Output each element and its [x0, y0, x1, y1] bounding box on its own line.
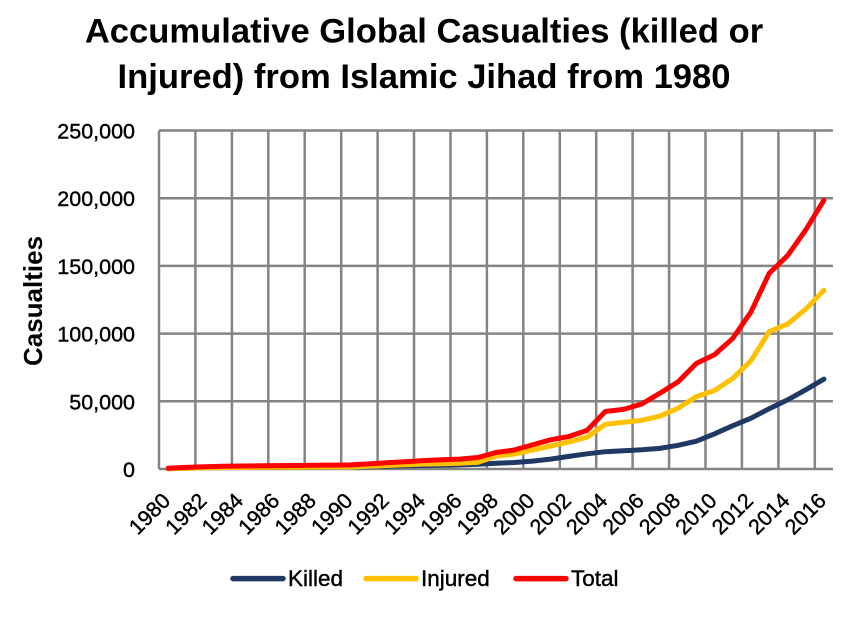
svg-text:100,000: 100,000 [57, 323, 135, 347]
svg-text:Injured: Injured [421, 566, 490, 591]
svg-text:Injured) from Islamic Jihad fr: Injured) from Islamic Jihad from 1980 [118, 58, 731, 96]
svg-text:Killed: Killed [288, 566, 343, 591]
svg-text:Total: Total [571, 566, 619, 591]
svg-text:Casualties: Casualties [18, 236, 48, 366]
svg-text:0: 0 [123, 458, 135, 482]
svg-text:150,000: 150,000 [57, 255, 135, 279]
svg-text:Accumulative Global Casualties: Accumulative Global Casualties (killed o… [85, 13, 763, 51]
svg-text:200,000: 200,000 [57, 187, 135, 211]
svg-text:250,000: 250,000 [57, 120, 135, 144]
svg-text:50,000: 50,000 [69, 390, 135, 414]
